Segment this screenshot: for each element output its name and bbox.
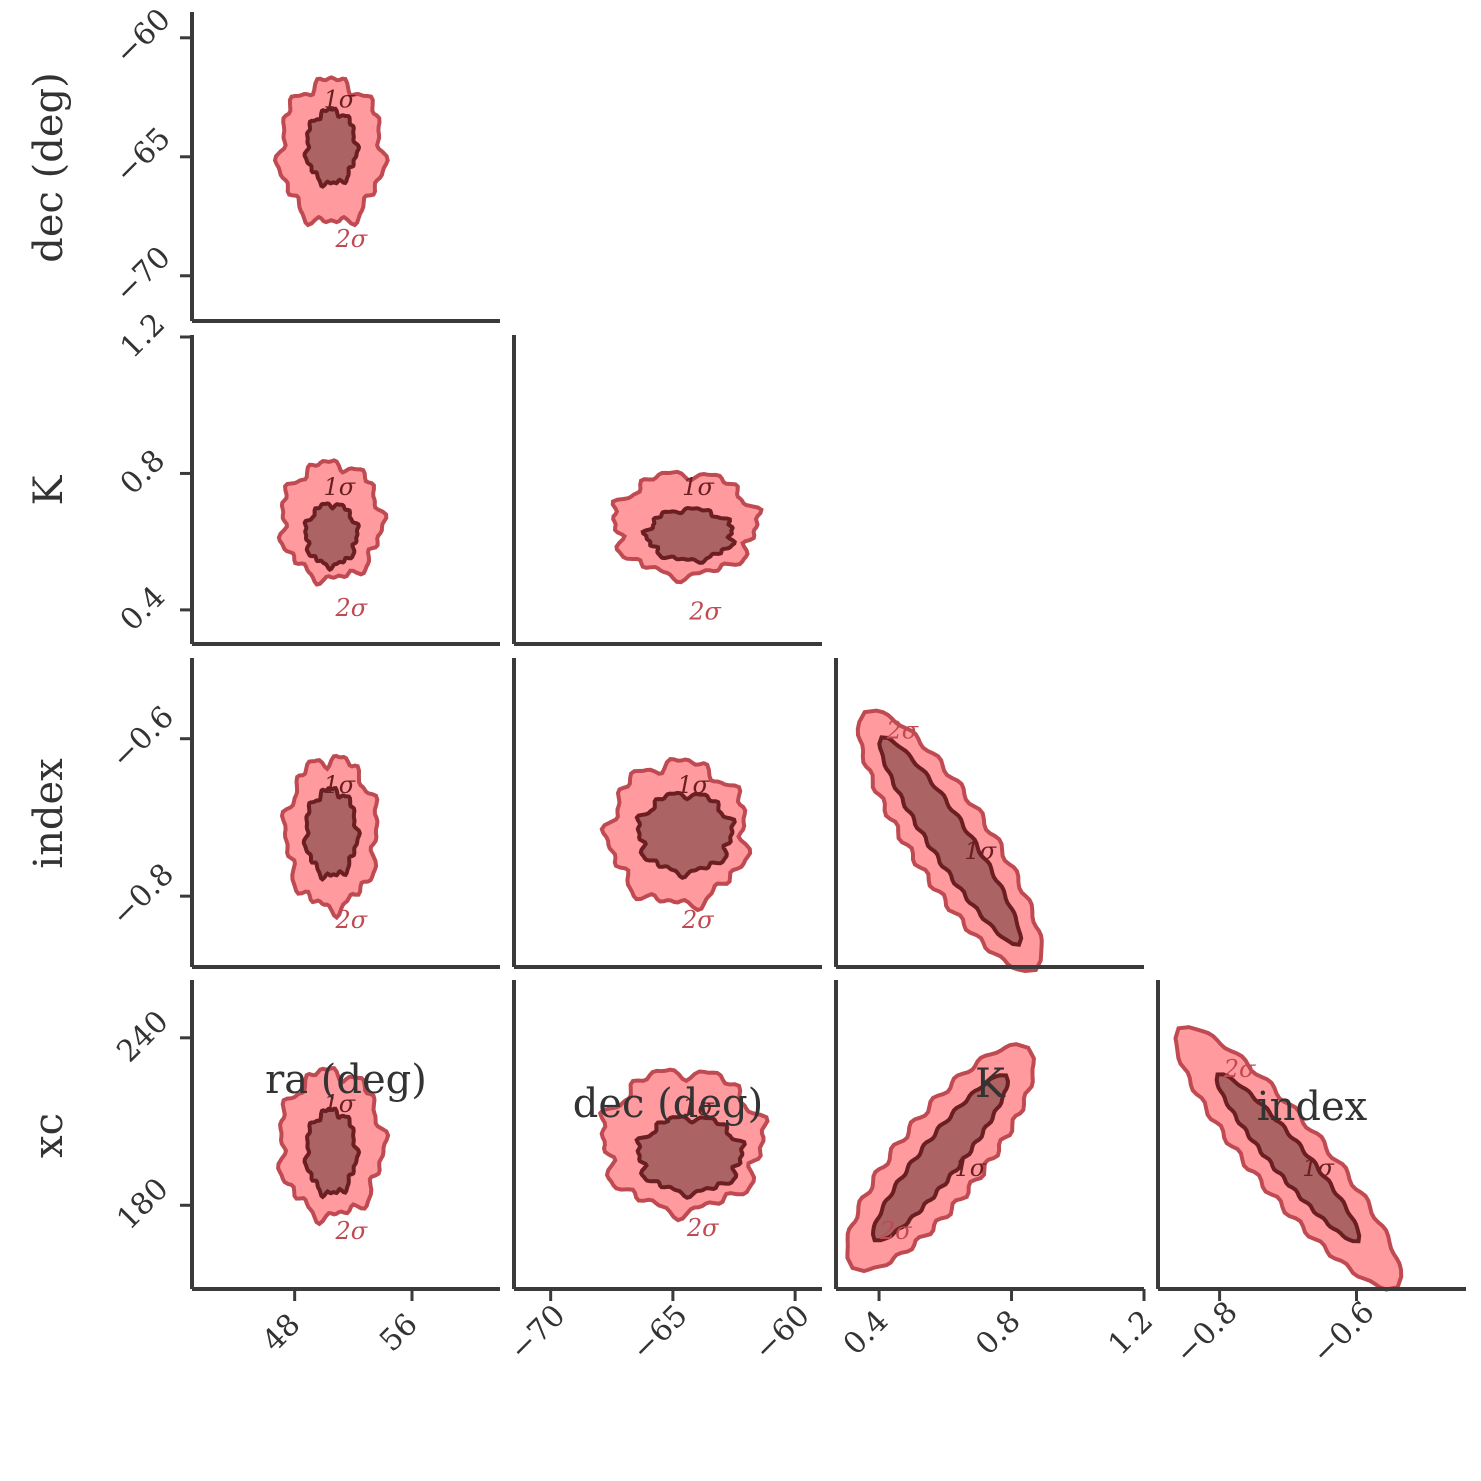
x-tick-label: 0.4	[837, 1304, 895, 1362]
panel-xc-vs-K: 1σ 2σ	[845, 1042, 1036, 1274]
sigma-label-1: 1σ	[1302, 1154, 1334, 1182]
contour-1sigma	[302, 1106, 362, 1200]
x-tick-label: 56	[373, 1307, 425, 1359]
y-axis-label-dec: dec (deg)	[26, 72, 72, 263]
sigma-label-1: 1σ	[954, 1154, 986, 1182]
sigma-label-1: 1σ	[324, 85, 356, 113]
sigma-label-1: 1σ	[682, 473, 714, 501]
x-axis-label-K: K	[975, 1061, 1006, 1107]
panel-index-vs-ra: 1σ 2σ	[279, 753, 380, 934]
contour-1sigma	[870, 1073, 1011, 1243]
x-axis-label-index: index	[1257, 1084, 1368, 1130]
sigma-label-2: 2σ	[335, 1217, 368, 1245]
x-axis-label-dec: dec (deg)	[573, 1081, 764, 1127]
panel-xc-vs-dec: 1σ 2σ	[597, 1067, 770, 1242]
sigma-label-1: 1σ	[677, 771, 709, 799]
sigma-label-2: 2σ	[688, 598, 721, 626]
y-axis-label-index: index	[26, 758, 72, 869]
y-tick-label: 1.2	[114, 307, 172, 365]
y-tick-label: −0.6	[105, 700, 181, 776]
panel-K-vs-dec: 1σ 2σ	[610, 469, 764, 626]
contour-1sigma	[301, 786, 362, 882]
y-tick-label: −65	[108, 121, 178, 191]
sigma-label-2: 2σ	[886, 717, 919, 745]
sigma-label-1: 1σ	[682, 1093, 714, 1121]
sigma-label-2: 2σ	[335, 594, 368, 622]
x-axis-label-ra: ra (deg)	[265, 1057, 427, 1103]
x-tick-label: 48	[256, 1307, 308, 1359]
sigma-label-2: 2σ	[335, 906, 368, 934]
sigma-label-1: 1σ	[324, 1090, 356, 1118]
contour-1sigma	[634, 1114, 747, 1200]
sigma-label-1: 1σ	[324, 771, 356, 799]
y-tick-label: 0.4	[114, 580, 172, 638]
y-axis-label-xc: xc	[26, 1113, 72, 1158]
panel-xc-vs-index: 1σ 2σ	[1173, 1025, 1404, 1292]
y-tick-label: 240	[110, 1004, 175, 1069]
panel-K-vs-ra: 1σ 2σ	[276, 458, 389, 622]
x-tick-label: −65	[625, 1298, 695, 1368]
x-tick-label: −0.6	[1305, 1295, 1381, 1371]
panel-index-vs-K: 1σ 2σ	[855, 708, 1044, 974]
y-axis-label-K: K	[26, 474, 72, 505]
y-tick-label: −60	[108, 2, 178, 72]
y-tick-label: 180	[110, 1172, 175, 1237]
contour-1sigma	[302, 501, 361, 573]
contour-1sigma	[302, 106, 362, 189]
sigma-label-1: 1σ	[324, 473, 356, 501]
panel-index-vs-dec: 1σ 2σ	[599, 757, 753, 934]
x-tick-label: 1.2	[1102, 1304, 1160, 1362]
sigma-label-1: 1σ	[964, 837, 996, 865]
sigma-label-2: 2σ	[686, 1214, 719, 1242]
x-tick-label: 0.8	[969, 1304, 1027, 1362]
panel-dec-vs-ra: 1σ 2σ	[272, 75, 390, 253]
x-tick-label: −0.8	[1168, 1295, 1244, 1371]
contour-1sigma	[640, 505, 737, 565]
contour-1sigma	[1214, 1072, 1362, 1244]
sigma-label-2: 2σ	[879, 1217, 912, 1245]
panel-xc-vs-ra: 1σ 2σ	[276, 1066, 391, 1245]
sigma-label-2: 2σ	[681, 906, 714, 934]
y-tick-label: −0.8	[105, 857, 181, 933]
y-tick-label: −70	[108, 240, 178, 310]
sigma-label-2: 2σ	[1223, 1055, 1256, 1083]
y-tick-label: 0.8	[114, 443, 172, 501]
contour-1sigma	[634, 790, 737, 881]
x-tick-label: −70	[503, 1298, 573, 1368]
sigma-label-2: 2σ	[335, 225, 368, 253]
contour-1sigma	[877, 735, 1024, 947]
x-tick-label: −60	[747, 1298, 817, 1368]
